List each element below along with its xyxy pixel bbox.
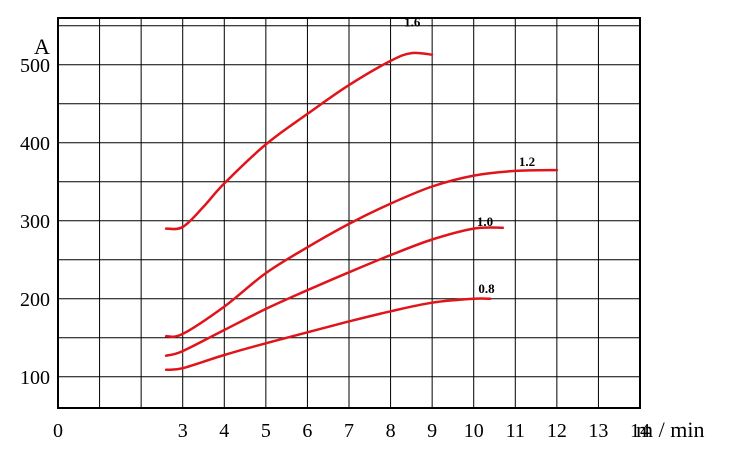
x-tick-label: 8	[386, 420, 396, 442]
y-axis-label: A	[34, 34, 50, 59]
x-tick-label: 6	[302, 420, 312, 442]
series-label-0-8: 0.8	[478, 281, 495, 296]
y-tick-label: 300	[20, 211, 50, 233]
x-axis-label: m / min	[636, 417, 704, 442]
series-line-1-6	[164, 51, 434, 231]
x-tick-label: 4	[219, 420, 229, 442]
x-tick-label: 10	[464, 420, 484, 442]
series-label-1-2: 1.2	[519, 154, 535, 169]
plot-frame	[57, 17, 641, 409]
x-tick-label: 7	[344, 420, 354, 442]
x-tick-label: 11	[506, 420, 525, 442]
y-tick-labels: 100 200 300 400 500	[20, 55, 50, 389]
series-line-1-0	[164, 226, 505, 357]
series-label-1-6: 1.6	[404, 15, 421, 30]
x-tick-label: 3	[178, 420, 188, 442]
series-labels: 1.6 1.2 1.0 0.8	[404, 15, 535, 296]
x-tick-label: 5	[261, 420, 271, 442]
grid	[58, 18, 640, 408]
series-line-0-8	[164, 297, 492, 372]
y-tick-label: 400	[20, 133, 50, 155]
x-tick-label: 12	[547, 420, 567, 442]
series-curves	[164, 51, 559, 372]
y-tick-label: 500	[20, 55, 50, 77]
x-tick-label: 13	[588, 420, 608, 442]
x-tick-label: 14	[630, 420, 650, 442]
x-tick-labels: 0 3 4 5 6 7 8 9 10 11 12 13 14	[53, 420, 650, 442]
y-tick-label: 100	[20, 367, 50, 389]
series-label-1-0: 1.0	[477, 214, 493, 229]
x-tick-label: 9	[427, 420, 437, 442]
series-line-1-2	[164, 168, 559, 339]
x-tick-label: 0	[53, 420, 63, 442]
y-tick-label: 200	[20, 289, 50, 311]
